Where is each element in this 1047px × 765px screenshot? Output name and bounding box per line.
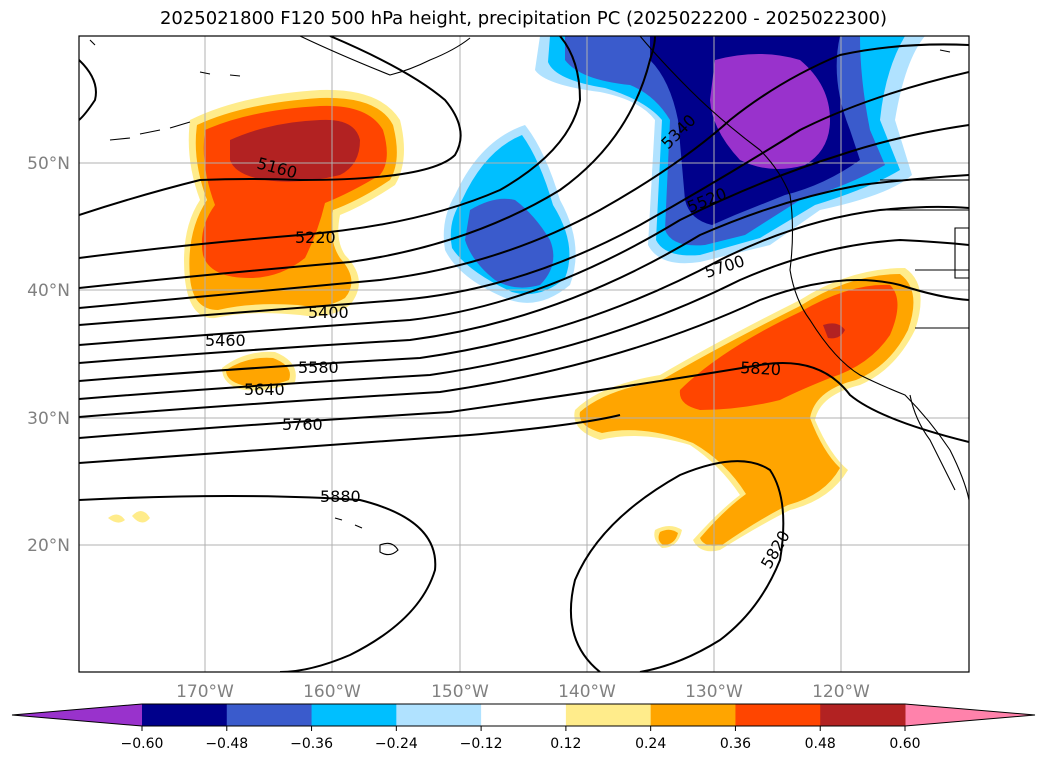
gridlines (79, 36, 969, 672)
map-title: 2025021800 F120 500 hPa height, precipit… (159, 8, 888, 29)
contour-label-7: 5760 (282, 415, 323, 434)
colorbar-tick-label: 0.12 (550, 736, 581, 752)
colorbar-extend-high (905, 704, 1035, 726)
contour-label-2: 5220 (295, 228, 336, 247)
colorbar-tick-label: 0.48 (805, 736, 836, 752)
lat-label-30: 30°N (27, 409, 70, 429)
map-plot-area: 5160 5220 5400 5460 5580 5640 5760 5880 … (79, 36, 969, 672)
lon-label-120w: 120°W (812, 682, 870, 702)
lat-label-50: 50°N (27, 154, 70, 174)
colorbar-tick-label: −0.48 (205, 736, 248, 752)
colorbar-segment (311, 704, 397, 726)
positive-precip-shading (108, 89, 921, 552)
colorbar-tick-label: 0.60 (889, 736, 920, 752)
lon-label-170w: 170°W (176, 682, 234, 702)
lon-label-130w: 130°W (685, 682, 743, 702)
contour-label-9: 5820 (740, 358, 782, 379)
colorbar-segment (142, 704, 228, 726)
colorbar-segment (481, 704, 567, 726)
height-contours (79, 36, 969, 672)
colorbar-tick-label: −0.60 (121, 736, 164, 752)
colorbar-segment (735, 704, 821, 726)
colorbar: −0.60 −0.48 −0.36 −0.24 −0.12 0.12 0.24 0.36 0.4… (11, 703, 1036, 752)
colorbar-tick-label: 0.24 (635, 736, 666, 752)
colorbar-tick-label: 0.36 (720, 736, 751, 752)
contour-label-4: 5460 (205, 331, 246, 350)
colorbar-segment (820, 704, 906, 726)
colorbar-segment (565, 704, 652, 726)
contour-label-3: 5400 (308, 303, 349, 322)
colorbar-segment (226, 704, 313, 726)
lon-label-160w: 160°W (303, 682, 361, 702)
colorbar-tick-label: −0.36 (290, 736, 333, 752)
colorbar-tick-label: −0.12 (460, 736, 503, 752)
contour-label-5: 5580 (298, 358, 339, 377)
colorbar-segment (650, 704, 736, 726)
lat-label-40: 40°N (27, 281, 70, 301)
colorbar-tick-label: −0.24 (375, 736, 418, 752)
colorbar-segment (396, 704, 482, 726)
colorbar-extend-low (12, 704, 142, 726)
contour-label-8: 5880 (320, 487, 361, 506)
lat-labels: 50°N 40°N 30°N 20°N (27, 154, 70, 556)
plot-frame (78, 35, 970, 673)
contour-label-6: 5640 (244, 380, 285, 399)
lat-label-20: 20°N (27, 536, 70, 556)
negative-precip-shading (443, 36, 925, 303)
lon-labels: 170°W 160°W 150°W 140°W 130°W 120°W (176, 682, 870, 702)
lon-label-140w: 140°W (558, 682, 616, 702)
lon-label-150w: 150°W (431, 682, 489, 702)
coastlines (89, 36, 969, 556)
